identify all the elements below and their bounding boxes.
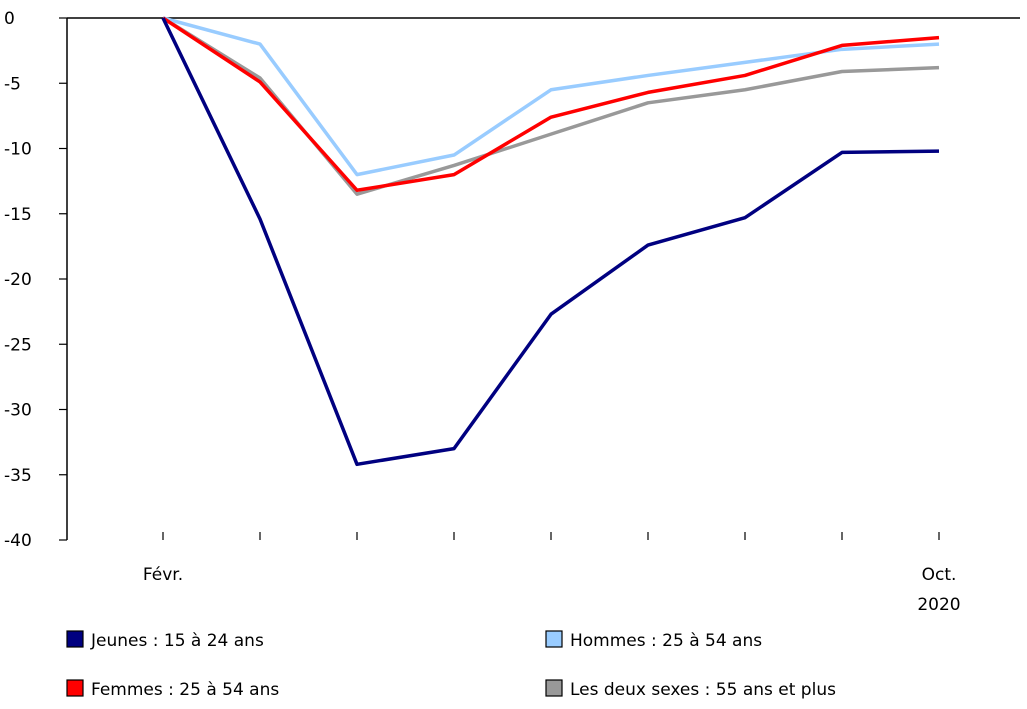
- legend-swatch: [545, 630, 563, 648]
- y-tick-label: -20: [4, 270, 32, 290]
- y-tick-label: -10: [4, 140, 32, 160]
- legend-label: Hommes : 25 à 54 ans: [570, 631, 762, 651]
- y-tick-label: -40: [4, 531, 32, 551]
- legend-label: Femmes : 25 à 54 ans: [91, 680, 279, 700]
- axes: 0 -5 -10 -15 -20 -25 -30 -35 -40 Févr. Oct. 2020: [4, 9, 1020, 615]
- legend-label: Jeunes : 15 à 24 ans: [90, 631, 264, 651]
- y-tick-label: -30: [4, 401, 32, 421]
- legend-swatch: [545, 679, 563, 697]
- y-tick-label: -5: [4, 74, 21, 94]
- series-line-1: [162, 16, 940, 177]
- y-tick-label: -15: [4, 205, 32, 225]
- series-line-0: [161, 17, 940, 467]
- legend: Jeunes : 15 à 24 ans Hommes : 25 à 54 ans…: [66, 630, 836, 700]
- x-tick-label: Févr.: [143, 565, 183, 585]
- x-year-label: 2020: [917, 595, 960, 615]
- legend-label: Les deux sexes : 55 ans et plus: [570, 680, 836, 700]
- y-tick-label: -25: [4, 335, 32, 355]
- series-line-2: [162, 16, 940, 193]
- series-layer: [161, 16, 940, 467]
- legend-swatch: [66, 630, 84, 648]
- legend-swatch: [66, 679, 84, 697]
- y-tick-label: -35: [4, 466, 32, 486]
- y-tick-label: 0: [4, 9, 15, 29]
- x-tick-label: Oct.: [922, 565, 957, 585]
